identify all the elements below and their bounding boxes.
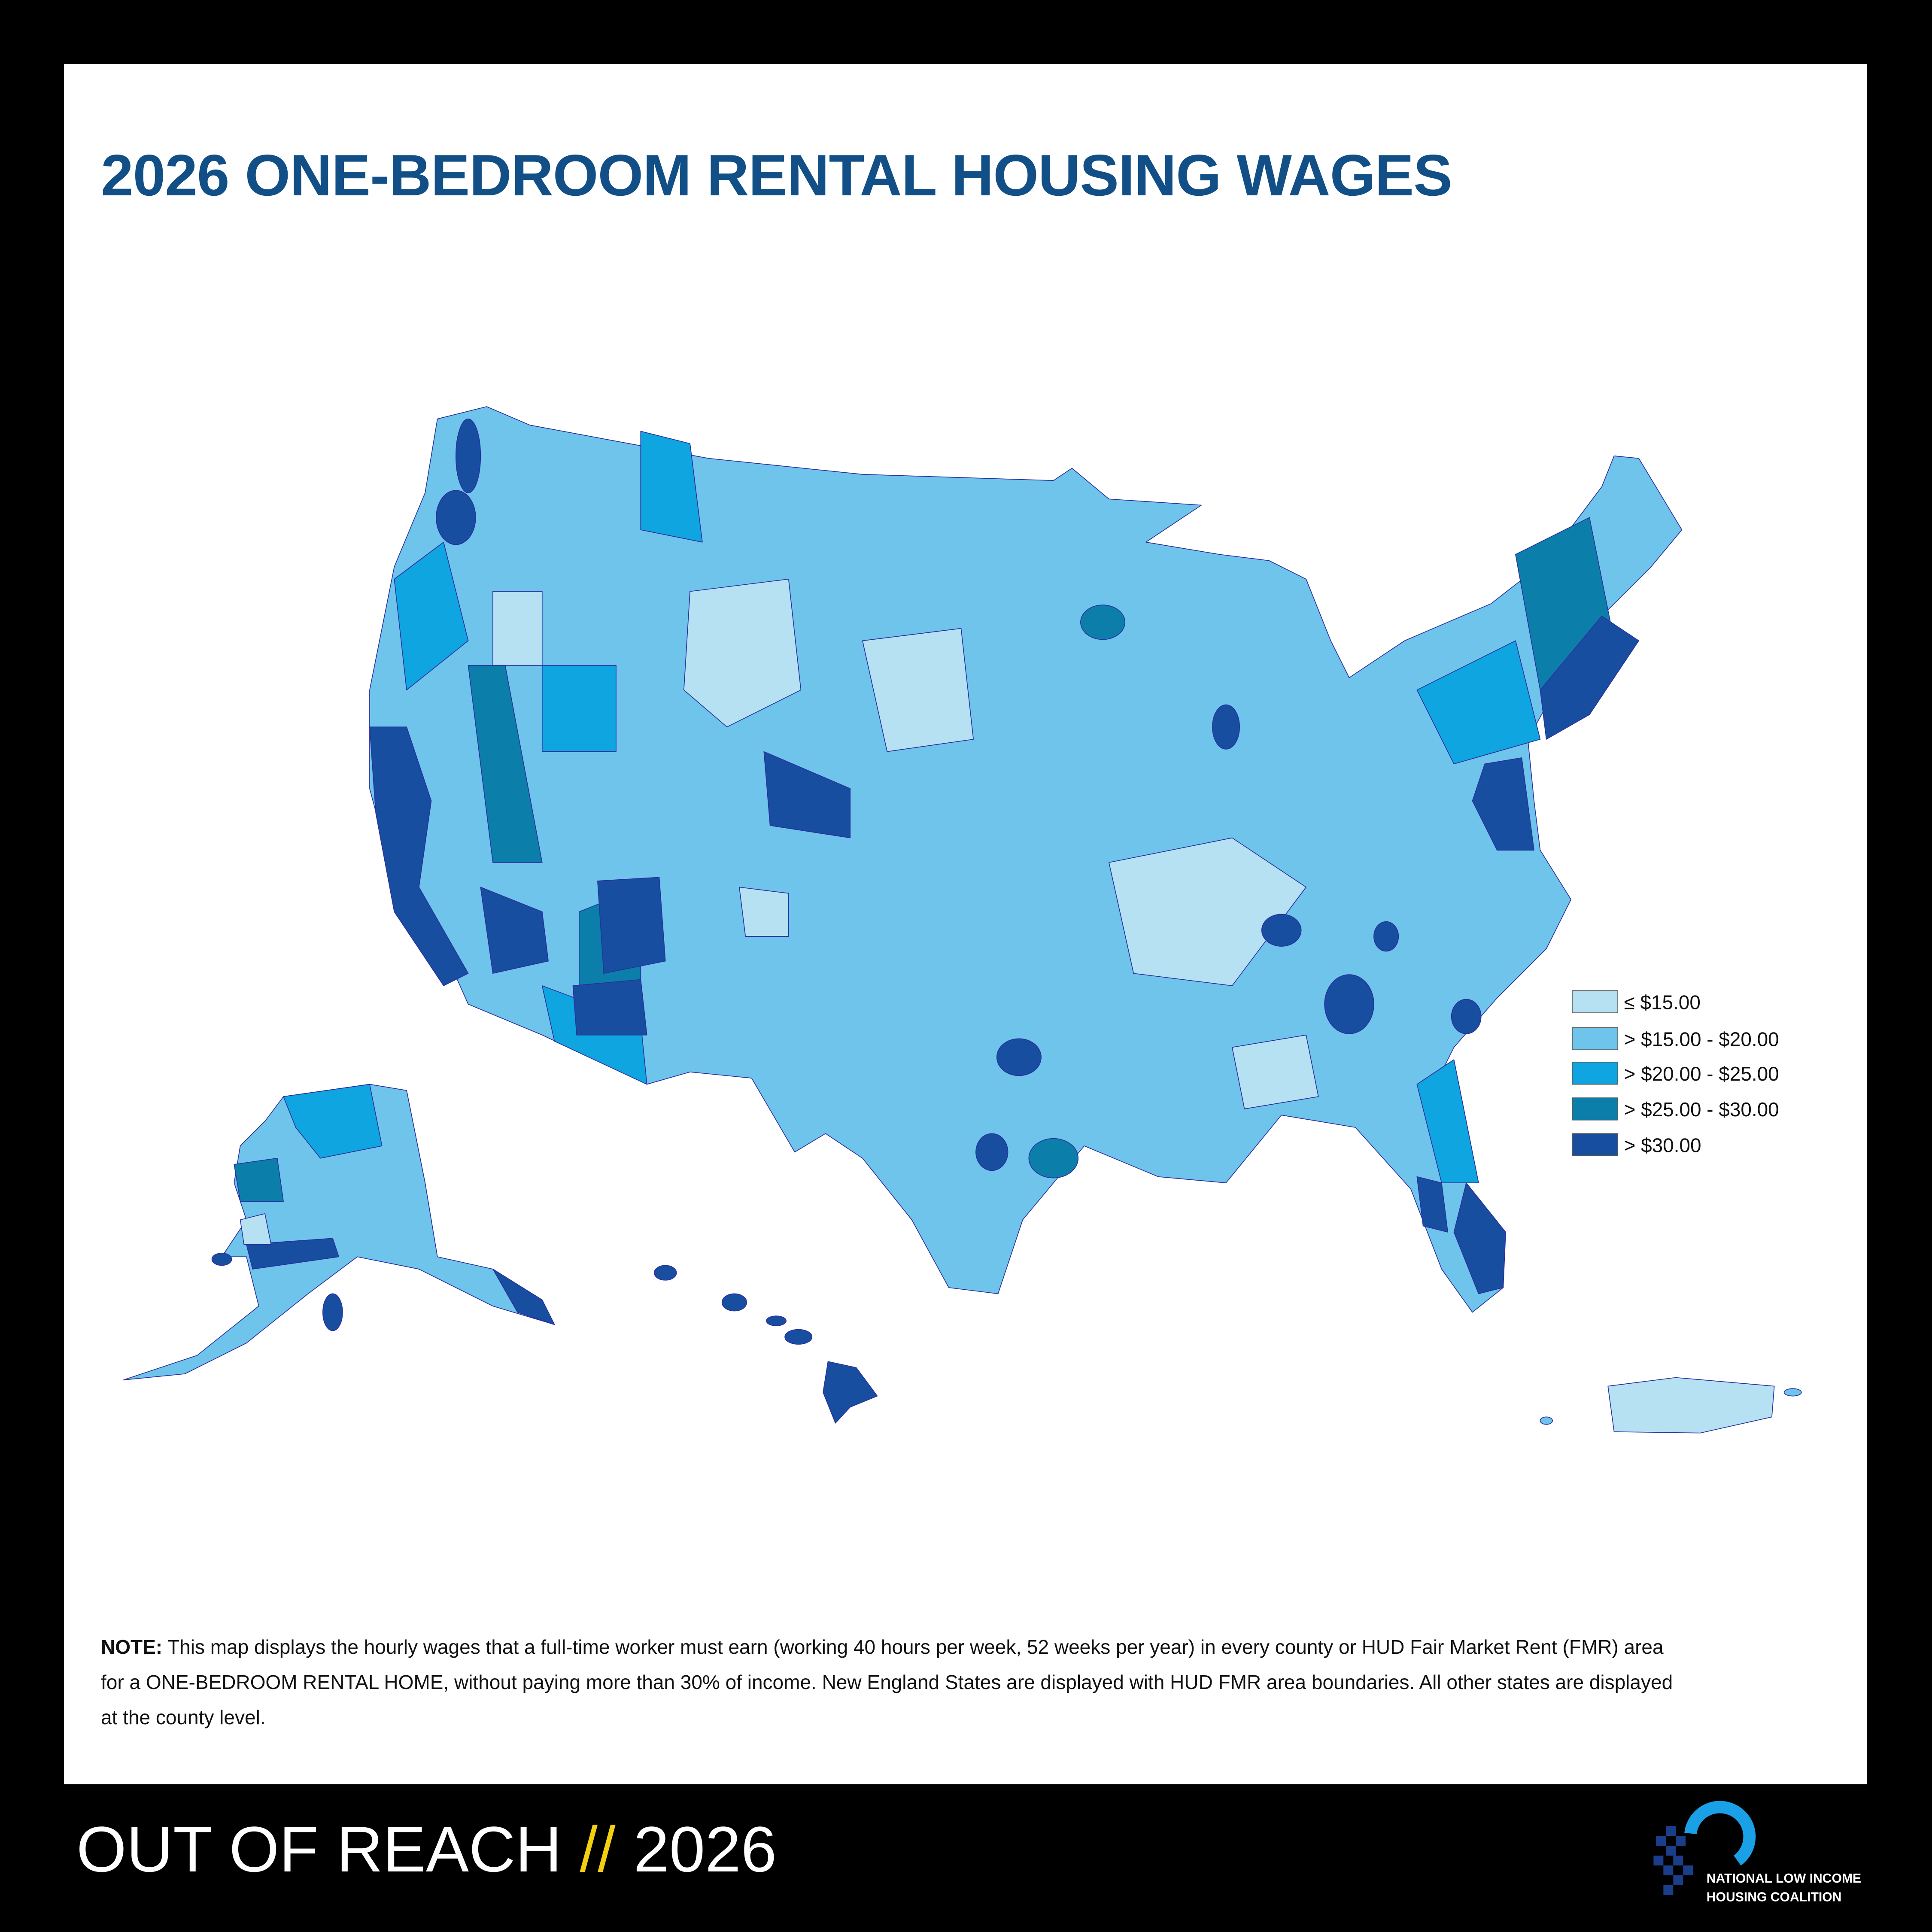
island xyxy=(823,1361,878,1424)
island xyxy=(766,1315,787,1326)
island xyxy=(1540,1416,1553,1425)
region xyxy=(1451,999,1482,1034)
region xyxy=(1028,1138,1079,1179)
legend-swatch xyxy=(1572,1061,1619,1085)
region xyxy=(1212,704,1240,750)
region xyxy=(1232,1034,1319,1109)
title: 2026 ONE-BEDROOM RENTAL HOUSING WAGES xyxy=(101,143,1452,208)
island xyxy=(784,1329,813,1345)
region xyxy=(480,887,549,974)
hawaii xyxy=(654,1265,878,1424)
region xyxy=(975,1133,1009,1171)
region xyxy=(1453,1182,1506,1294)
puerto-rico-outline xyxy=(1607,1377,1775,1434)
region xyxy=(1324,974,1374,1034)
region xyxy=(234,1157,284,1202)
contiguous-us xyxy=(369,406,1683,1313)
region xyxy=(597,877,666,974)
region xyxy=(862,628,974,752)
note: NOTE: This map displays the hourly wages… xyxy=(101,1629,1689,1735)
footer-title: OUT OF REACH xyxy=(76,1813,562,1885)
legend-swatch xyxy=(1572,990,1619,1013)
region xyxy=(369,726,469,986)
logo-line: HOUSING COALITION xyxy=(1707,1890,1842,1904)
footer-year: 2026 xyxy=(633,1813,777,1885)
legend-label: ≤ $15.00 xyxy=(1624,991,1701,1013)
region xyxy=(996,1038,1042,1076)
region xyxy=(492,591,543,666)
region xyxy=(1373,921,1399,952)
logo-stairs xyxy=(1653,1826,1693,1895)
logo-arc xyxy=(1684,1801,1756,1866)
region xyxy=(240,1213,272,1245)
region xyxy=(436,490,476,545)
region xyxy=(739,887,789,937)
region xyxy=(572,979,647,1036)
region xyxy=(1472,757,1534,851)
region xyxy=(492,1269,555,1325)
region xyxy=(1416,640,1541,765)
legend-label: > $25.00 - $30.00 xyxy=(1624,1098,1779,1121)
region xyxy=(640,431,703,543)
region xyxy=(1261,914,1302,947)
island xyxy=(654,1265,677,1281)
region xyxy=(246,1238,340,1270)
legend-label: > $20.00 - $25.00 xyxy=(1624,1063,1779,1085)
region xyxy=(211,1252,232,1266)
region xyxy=(541,665,617,752)
footer: OUT OF REACH // 2026 xyxy=(76,1817,777,1881)
alaska xyxy=(123,1084,555,1381)
region xyxy=(1540,616,1639,740)
region xyxy=(322,1293,343,1331)
legend-label: > $30.00 xyxy=(1624,1134,1701,1156)
region xyxy=(283,1084,383,1159)
region xyxy=(763,751,851,838)
alaska-outline xyxy=(123,1084,555,1381)
region xyxy=(468,665,543,863)
note-text: This map displays the hourly wages that … xyxy=(101,1636,1673,1728)
puerto-rico xyxy=(1540,1377,1802,1434)
logo-line: NATIONAL LOW INCOME xyxy=(1707,1871,1861,1886)
legend: ≤ $15.00 > $15.00 - $20.00 > $20.00 - $25.… xyxy=(1572,990,1779,1156)
region xyxy=(1416,1059,1479,1183)
region xyxy=(394,541,469,691)
region xyxy=(683,578,802,728)
island xyxy=(1783,1388,1802,1397)
island xyxy=(721,1293,747,1312)
logo: NATIONAL LOW INCOME HOUSING COALITION xyxy=(1653,1801,1861,1904)
region xyxy=(1080,605,1126,640)
legend-label: > $15.00 - $20.00 xyxy=(1624,1028,1779,1051)
legend-swatch xyxy=(1572,1097,1619,1121)
region xyxy=(456,418,481,493)
legend-swatch xyxy=(1572,1027,1619,1051)
note-label: NOTE: xyxy=(101,1636,163,1658)
us-outline xyxy=(369,406,1683,1313)
footer-separator: // xyxy=(580,1813,616,1885)
legend-swatch xyxy=(1572,1133,1619,1156)
region xyxy=(1416,1176,1448,1233)
